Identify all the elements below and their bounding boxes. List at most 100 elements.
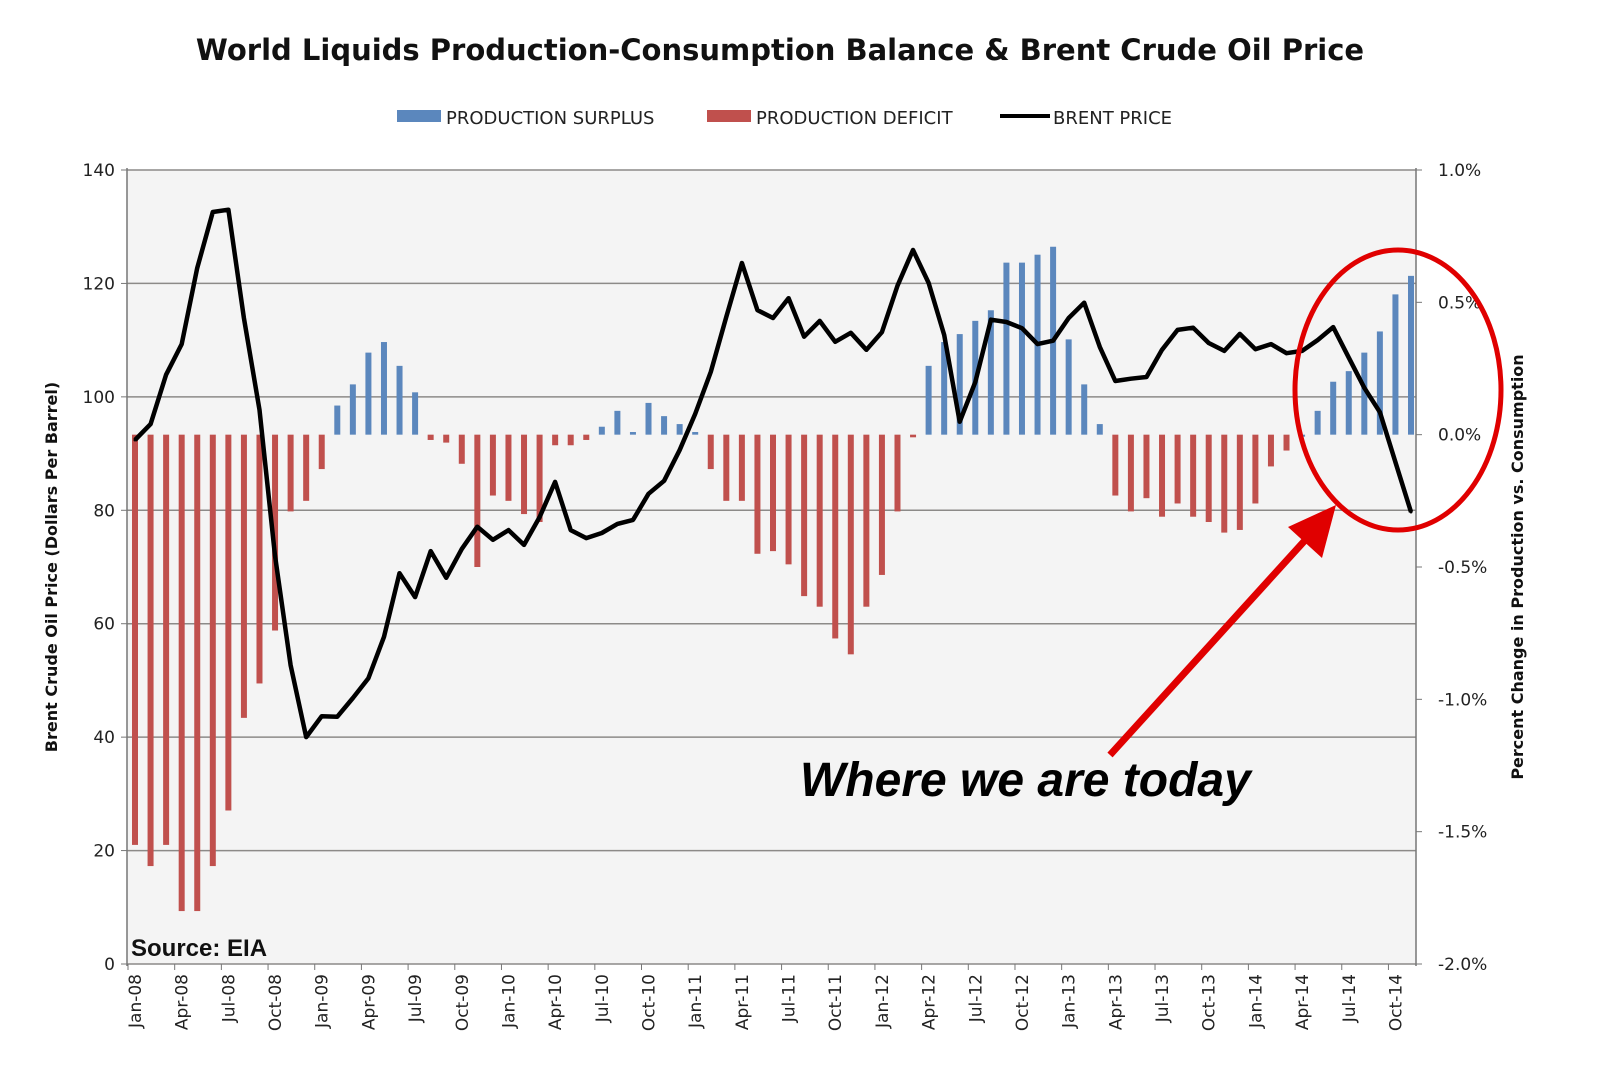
surplus-bar (380, 342, 387, 435)
price-point (833, 340, 837, 344)
price-point (1176, 328, 1180, 332)
y-tick-label-right: 0.5% (1438, 293, 1481, 313)
deficit-bar (863, 434, 870, 607)
price-point (755, 308, 759, 312)
price-point (678, 448, 682, 452)
deficit-bar (427, 434, 434, 440)
y-axis-right-title: Percent Change in Production vs. Consump… (1508, 354, 1527, 779)
price-point (553, 480, 557, 484)
price-point (195, 266, 199, 270)
price-point (615, 522, 619, 526)
x-tick-label: Jul-11 (780, 974, 800, 1023)
price-point (1378, 410, 1382, 414)
price-point (958, 420, 962, 424)
deficit-bar (536, 434, 543, 523)
legend-swatch-surplus (397, 110, 441, 122)
surplus-bar (1408, 275, 1414, 435)
price-point (771, 316, 775, 320)
surplus-bar (1081, 384, 1088, 435)
deficit-bar (132, 434, 138, 845)
price-point (1238, 332, 1242, 336)
deficit-bar (878, 434, 885, 575)
y-tick-label-left: 80 (93, 501, 115, 521)
surplus-bar (598, 426, 605, 435)
x-tick-label: Apr-11 (733, 974, 753, 1030)
deficit-bar (1252, 434, 1259, 504)
x-tick-label: Apr-10 (546, 974, 566, 1030)
price-point (709, 370, 713, 374)
x-tick-label: Jan-12 (873, 974, 893, 1029)
annotation-text: Where we are today (800, 754, 1253, 807)
source-note: Source: EIA (131, 935, 267, 962)
price-point (351, 696, 355, 700)
x-tick-label: Jul-12 (966, 974, 986, 1023)
price-point (382, 635, 386, 639)
deficit-bar (552, 434, 559, 446)
x-tick-label: Apr-09 (359, 974, 379, 1030)
y-tick-label-right: 0.0% (1438, 426, 1481, 446)
y-tick-label-right: -1.5% (1438, 823, 1487, 843)
deficit-bar (723, 434, 730, 501)
price-point (989, 318, 993, 322)
price-point (289, 663, 293, 667)
price-point (787, 296, 791, 300)
deficit-bar (209, 434, 216, 867)
price-point (584, 536, 588, 540)
deficit-bar (521, 434, 528, 515)
deficit-bar (1267, 434, 1274, 467)
price-point (1082, 301, 1086, 305)
x-tick-label: Oct-10 (640, 974, 660, 1031)
price-point (864, 348, 868, 352)
deficit-bar (287, 434, 294, 512)
x-tick-label: Oct-13 (1200, 974, 1220, 1031)
price-point (1347, 356, 1351, 360)
x-tick-label: Jan-08 (126, 974, 146, 1029)
deficit-bar (225, 434, 232, 811)
price-point (1036, 342, 1040, 346)
price-point (180, 342, 184, 346)
price-point (1004, 320, 1008, 324)
price-point (335, 715, 339, 719)
y-tick-label-right: 1.0% (1438, 161, 1481, 181)
x-tick-label: Apr-12 (920, 974, 940, 1030)
surplus-bar (1018, 262, 1025, 435)
price-point (475, 525, 479, 529)
x-tick-label: Jul-14 (1340, 974, 1360, 1023)
deficit-bar (910, 434, 917, 438)
deficit-bar (147, 434, 154, 867)
arrow-shaft (1107, 523, 1321, 758)
annotation-arrow (1107, 505, 1336, 758)
x-tick-label: Jan-09 (313, 974, 333, 1029)
price-point (149, 422, 153, 426)
price-point (1129, 377, 1133, 381)
surplus-bar (1361, 352, 1368, 435)
surplus-bar (334, 405, 341, 435)
surplus-bar (365, 352, 372, 435)
legend-label-surplus: PRODUCTION SURPLUS (446, 108, 655, 129)
deficit-bar (505, 434, 512, 501)
price-point (164, 373, 168, 377)
deficit-bar (1143, 434, 1150, 499)
price-point (895, 284, 899, 288)
deficit-bar (583, 434, 590, 440)
surplus-bar (614, 410, 621, 435)
surplus-bar (941, 342, 948, 435)
deficit-bar (707, 434, 714, 470)
deficit-bar (303, 434, 310, 501)
deficit-bar (1283, 434, 1290, 451)
deficit-bar (801, 434, 808, 597)
price-point (818, 319, 822, 323)
deficit-bar (847, 434, 854, 655)
surplus-bar (676, 424, 683, 435)
y-tick-label-left: 120 (83, 274, 115, 294)
price-point (320, 714, 324, 718)
price-point (693, 412, 697, 416)
surplus-bar (1330, 381, 1337, 435)
y-tick-label-left: 0 (104, 955, 115, 975)
deficit-bar (474, 434, 481, 567)
deficit-bar (318, 434, 325, 470)
price-point (662, 479, 666, 483)
price-point (429, 549, 433, 553)
x-tick-label: Apr-13 (1106, 974, 1126, 1030)
deficit-bar (1112, 434, 1119, 496)
